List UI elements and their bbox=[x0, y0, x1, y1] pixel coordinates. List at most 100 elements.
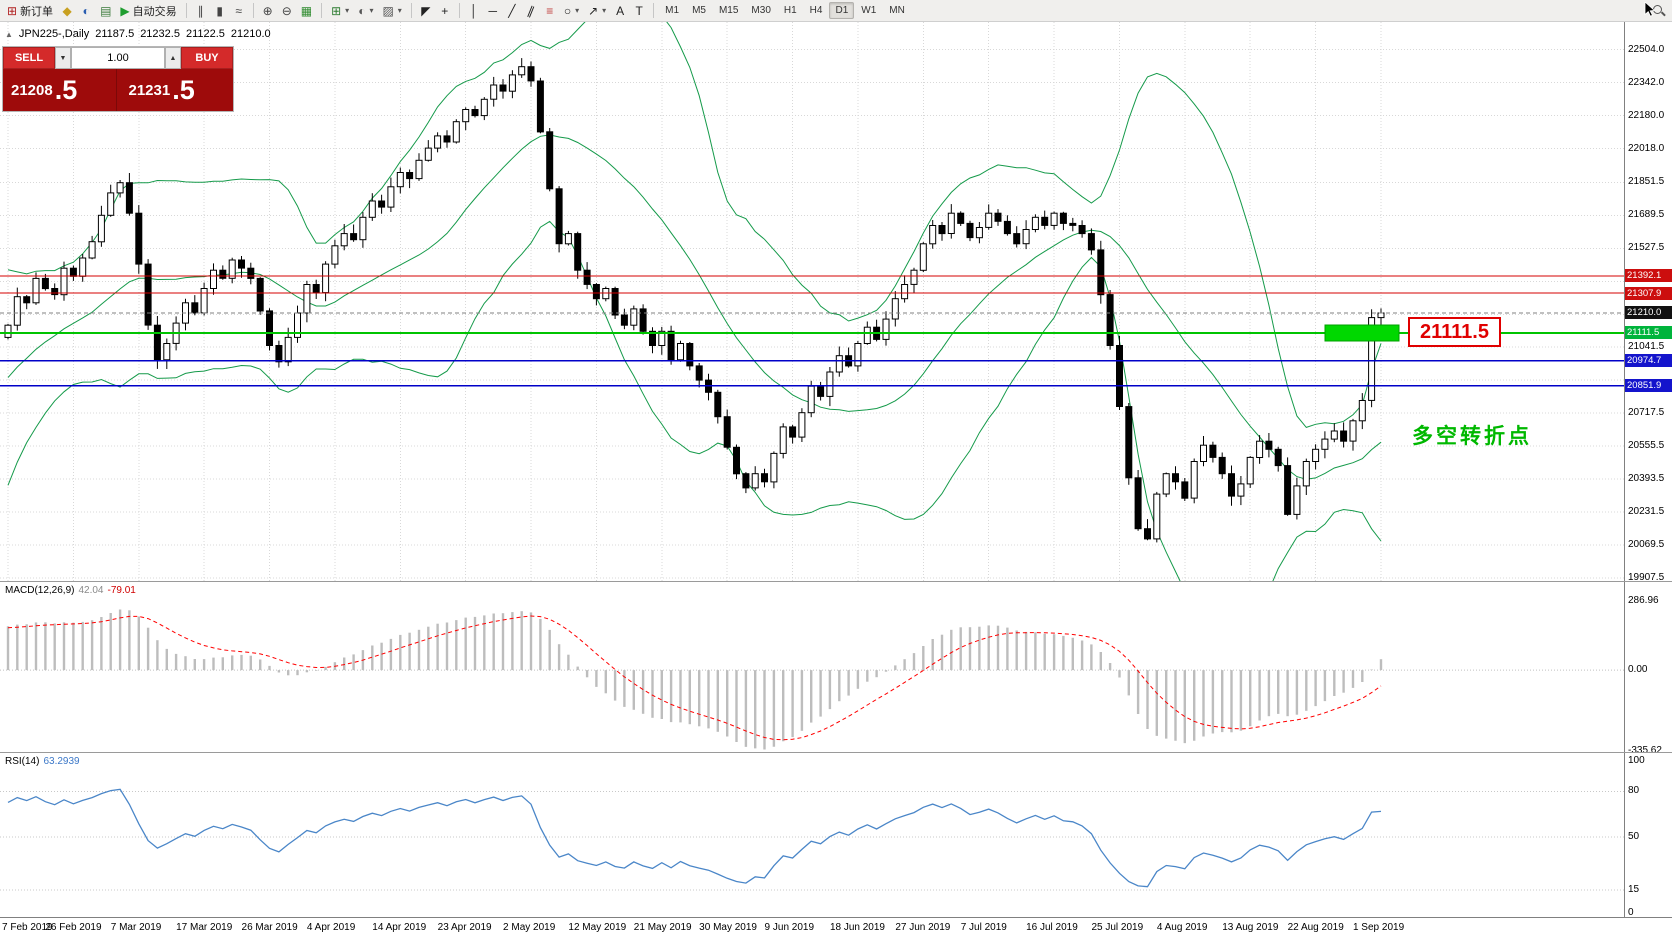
line-chart-icon[interactable]: ≈ bbox=[230, 2, 248, 20]
breakout-price-label[interactable]: 21111.5 bbox=[1408, 316, 1501, 347]
buy-button[interactable]: BUY bbox=[181, 47, 233, 69]
chevron-down-icon: ▾ bbox=[345, 6, 350, 15]
macd-main-value: 42.04 bbox=[78, 585, 104, 596]
vertical-line-icon[interactable]: │ bbox=[465, 2, 483, 20]
fibonacci-icon: ≡ bbox=[546, 3, 554, 18]
timeframe-h4-button[interactable]: H4 bbox=[804, 2, 829, 19]
sell-price-fraction: .5 bbox=[54, 74, 78, 105]
rsi-axis-label: 15 bbox=[1628, 884, 1640, 896]
timeframe-mn-button[interactable]: MN bbox=[883, 2, 911, 19]
zoom-out-icon[interactable]: ⊖ bbox=[278, 2, 296, 20]
text-label-icon: T bbox=[635, 3, 643, 18]
timeframe-d1-button[interactable]: D1 bbox=[829, 2, 855, 19]
timeframe-m15-button[interactable]: M15 bbox=[713, 2, 744, 19]
shapes-icon[interactable]: ○ ▾ bbox=[560, 2, 583, 20]
horizontal-line-icon: ─ bbox=[488, 3, 498, 18]
timeframe-h1-button[interactable]: H1 bbox=[778, 2, 803, 19]
time-axis-label: 7 Jul 2019 bbox=[960, 922, 1007, 933]
price-chart-canvas[interactable] bbox=[0, 22, 1624, 581]
new-order-button-label: 新订单 bbox=[20, 5, 54, 18]
trendline-icon: ╱ bbox=[508, 3, 516, 18]
time-axis-label: 21 May 2019 bbox=[633, 922, 692, 933]
time-axis-label: 7 Feb 2019 bbox=[2, 922, 53, 933]
zoom-out-icon: ⊖ bbox=[281, 3, 292, 18]
ohlc-open: 21187.5 bbox=[95, 28, 135, 40]
price-chart-pane[interactable]: ▲ JPN225-,Daily 21187.5 21232.5 21122.5 … bbox=[0, 22, 1672, 581]
volume-decrease-button[interactable]: ▼ bbox=[55, 47, 71, 69]
collapse-panel-icon[interactable]: ▲ bbox=[5, 29, 13, 39]
text-label-icon[interactable]: T bbox=[630, 2, 648, 20]
rsi-axis[interactable]: 100 80 50 15 0 bbox=[1624, 753, 1672, 917]
timeframe-w1-button[interactable]: W1 bbox=[855, 2, 882, 19]
rsi-pane[interactable]: RSI(14) 63.2939 100 80 50 15 0 bbox=[0, 752, 1672, 917]
time-axis-label: 25 Jul 2019 bbox=[1091, 922, 1144, 933]
autotrading-button-label: 自动交易 bbox=[132, 5, 177, 18]
time-axis-label: 4 Apr 2019 bbox=[306, 922, 356, 933]
rsi-indicator-label: RSI(14) 63.2939 bbox=[5, 756, 80, 767]
sell-price[interactable]: 21208.5 bbox=[3, 69, 116, 111]
toolbar-separator bbox=[185, 3, 187, 18]
new-order-button[interactable]: ⊞ 新订单 bbox=[3, 2, 57, 20]
time-axis-label: 27 Jun 2019 bbox=[895, 922, 951, 933]
rsi-axis-label: 100 bbox=[1628, 755, 1645, 766]
arrows-icon[interactable]: ↗ ▾ bbox=[584, 2, 610, 20]
price-axis-label: 19907.5 bbox=[1628, 572, 1665, 581]
price-axis-label: 21851.5 bbox=[1628, 176, 1665, 188]
price-axis-label: 21527.5 bbox=[1628, 242, 1665, 254]
macd-pane[interactable]: MACD(12,26,9) 42.04 -79.01 286.96 0.00 -335.… bbox=[0, 581, 1672, 752]
channel-icon[interactable]: ∥ bbox=[522, 2, 540, 20]
toolbar-separator bbox=[252, 3, 254, 18]
market-watch-icon[interactable]: ◐ bbox=[77, 2, 95, 20]
cursor-icon[interactable]: ◤ bbox=[417, 2, 435, 20]
price-axis-label: 22018.0 bbox=[1628, 142, 1665, 154]
chart-list-icon[interactable]: ◆ bbox=[58, 2, 76, 20]
autotrading-button: ▶ bbox=[120, 3, 130, 18]
macd-name: MACD(12,26,9) bbox=[5, 585, 75, 596]
price-axis[interactable]: 22504.0 22342.0 22180.0 22018.0 21851.5 21689… bbox=[1624, 22, 1672, 581]
horizontal-line-icon[interactable]: ─ bbox=[484, 2, 502, 20]
timeframe-m30-button[interactable]: M30 bbox=[745, 2, 776, 19]
volume-increase-button[interactable]: ▲ bbox=[165, 47, 181, 69]
chevron-down-icon: ▾ bbox=[369, 6, 374, 15]
zoom-in-icon[interactable]: ⊕ bbox=[259, 2, 277, 20]
macd-axis[interactable]: 286.96 0.00 -335.62 bbox=[1624, 582, 1672, 752]
time-axis[interactable]: 7 Feb 2019 26 Feb 2019 7 Mar 2019 17 Mar 20… bbox=[0, 917, 1672, 946]
time-axis-label: 13 Aug 2019 bbox=[1222, 922, 1279, 933]
shapes-icon: ○ bbox=[563, 3, 572, 18]
bar-chart-icon[interactable]: ∥ bbox=[192, 2, 210, 20]
indicators-icon[interactable]: ⊞ ▾ bbox=[327, 2, 353, 20]
rsi-canvas[interactable] bbox=[0, 753, 1624, 917]
macd-axis-label: 0.00 bbox=[1628, 664, 1648, 676]
symbol-ohlc-line: ▲ JPN225-,Daily 21187.5 21232.5 21122.5 … bbox=[5, 28, 271, 40]
market-watch-icon: ◐ bbox=[82, 3, 90, 18]
candlestick-chart-icon[interactable]: ▮ bbox=[211, 2, 229, 20]
symbol-name: JPN225-,Daily bbox=[18, 28, 90, 40]
price-axis-badge-green: 21111.5 bbox=[1625, 326, 1672, 340]
text-icon[interactable]: A bbox=[611, 2, 629, 20]
new-order-button: ⊞ bbox=[7, 3, 18, 18]
price-axis-label: 22342.0 bbox=[1628, 76, 1665, 88]
channel-icon: ∥ bbox=[525, 2, 537, 19]
sell-button[interactable]: SELL bbox=[3, 47, 55, 69]
timeframe-m1-button[interactable]: M1 bbox=[659, 2, 685, 19]
macd-canvas[interactable] bbox=[0, 582, 1624, 752]
navigator-icon[interactable]: ▤ bbox=[96, 2, 115, 20]
time-axis-label: 23 Apr 2019 bbox=[437, 922, 492, 933]
fibonacci-icon[interactable]: ≡ bbox=[541, 2, 559, 20]
timeframe-m5-button[interactable]: M5 bbox=[686, 2, 712, 19]
volume-input[interactable] bbox=[71, 47, 165, 69]
bar-chart-icon: ∥ bbox=[197, 3, 204, 18]
trendline-icon[interactable]: ╱ bbox=[503, 2, 521, 20]
main-toolbar: ⊞ 新订单 ◆ ◐ ▤ ▶ 自动交易 ∥ ▮ ≈ ⊕ ⊖ ▦ ⊞ ▾ ◐ ▾ ▨ ▾ ◤ + │ ─ ╱ ∥ ≡ ○ ▾ ↗ ▾ A T M1 M… bbox=[0, 0, 1672, 22]
periods-icon[interactable]: ◐ ▾ bbox=[354, 2, 377, 20]
tile-windows-icon[interactable]: ▦ bbox=[297, 2, 316, 20]
price-axis-label: 20393.5 bbox=[1628, 473, 1665, 485]
time-axis-label: 12 May 2019 bbox=[568, 922, 627, 933]
autotrading-button[interactable]: ▶ 自动交易 bbox=[116, 2, 180, 20]
templates-icon[interactable]: ▨ ▾ bbox=[378, 2, 405, 20]
buy-price[interactable]: 21231.5 bbox=[115, 69, 234, 111]
time-axis-label: 2 May 2019 bbox=[503, 922, 556, 933]
time-axis-label: 17 Mar 2019 bbox=[176, 922, 233, 933]
annotation-note[interactable]: 多空转折点 bbox=[1412, 425, 1532, 448]
crosshair-icon[interactable]: + bbox=[436, 2, 454, 20]
